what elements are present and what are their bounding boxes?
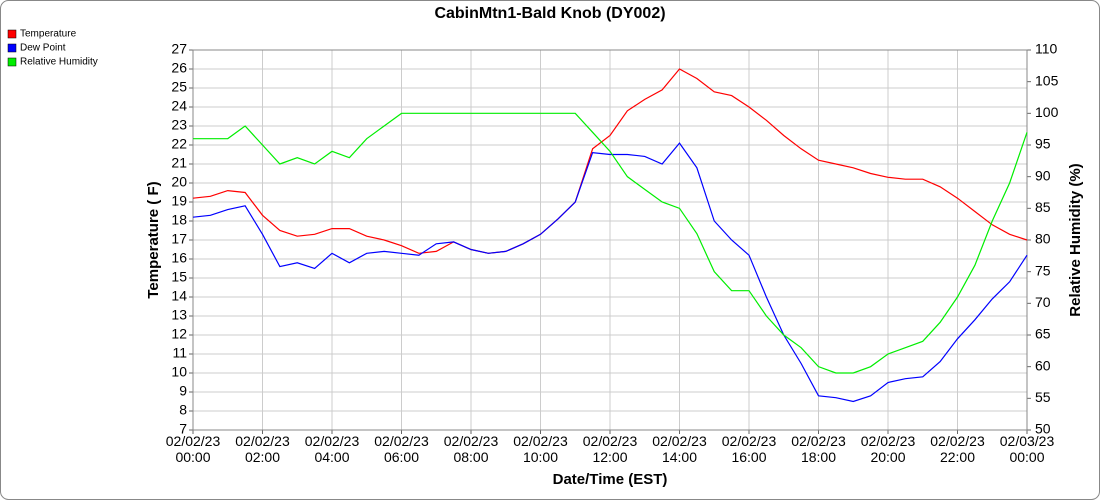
x-tick-label: 02/02/23 20:00 (860, 433, 916, 465)
chart-title: CabinMtn1-Bald Knob (DY002) (434, 5, 665, 22)
series-line (192, 68, 1028, 254)
legend-swatch (7, 57, 17, 67)
x-tick-label: 02/02/23 14:00 (652, 433, 707, 465)
x-tick-label: 02/03/23 00:00 (999, 433, 1055, 465)
y-axis-label: Temperature ( F) (145, 181, 162, 298)
y2-tick-label: 75 (1035, 262, 1051, 278)
y-tick-label: 18 (171, 212, 187, 228)
y-tick-label: 20 (171, 174, 187, 190)
x-tick-label: 02/02/23 04:00 (304, 433, 360, 465)
y2-tick-label: 80 (1035, 231, 1051, 247)
y2-tick-label: 60 (1035, 357, 1051, 373)
y-tick-label: 21 (171, 155, 187, 171)
y-tick-label: 23 (171, 117, 187, 133)
y2-tick-label: 95 (1035, 136, 1051, 152)
y2-tick-label: 55 (1035, 389, 1051, 405)
y2-axis-label: Relative Humidity (%) (1067, 163, 1084, 316)
y-tick-label: 12 (171, 326, 187, 342)
x-tick-label: 02/02/23 12:00 (582, 433, 638, 465)
legend-label: Dew Point (20, 43, 66, 54)
y2-tick-label: 110 (1035, 41, 1058, 57)
x-tick-label: 02/02/23 06:00 (374, 433, 429, 465)
series-line (192, 142, 1028, 403)
legend-swatch (7, 29, 17, 39)
y-tick-label: 8 (179, 402, 187, 418)
y-tick-label: 11 (172, 345, 187, 361)
y-tick-label: 15 (171, 269, 187, 285)
y2-tick-label: 105 (1035, 72, 1059, 88)
legend-swatch (7, 43, 17, 53)
y-tick-label: 10 (171, 364, 187, 380)
y2-tick-label: 90 (1035, 167, 1051, 183)
x-axis-label: Date/Time (EST) (553, 471, 668, 488)
x-tick-label: 02/02/23 18:00 (791, 433, 846, 465)
series-line (193, 112, 1028, 374)
y-tick-label: 14 (171, 288, 187, 304)
y-tick-label: 16 (171, 250, 187, 266)
y-tick-label: 7 (179, 421, 187, 437)
y-tick-label: 22 (171, 136, 187, 152)
y2-tick-label: 70 (1035, 294, 1051, 310)
y-tick-label: 26 (171, 60, 187, 76)
x-tick-label: 02/02/23 08:00 (443, 433, 499, 465)
x-tick-label: 02/02/23 02:00 (235, 433, 290, 465)
x-tick-label: 02/02/23 16:00 (721, 433, 777, 465)
y2-tick-label: 100 (1035, 104, 1059, 120)
x-tick-label: 02/02/23 00:00 (165, 433, 221, 465)
legend-label: Relative Humidity (20, 57, 98, 68)
y-tick-label: 13 (171, 307, 187, 323)
y-tick-label: 27 (171, 41, 187, 57)
y-tick-label: 9 (179, 383, 187, 399)
y2-tick-label: 85 (1035, 199, 1051, 215)
y-tick-label: 24 (171, 98, 187, 114)
legend-label: Temperature (20, 29, 77, 40)
y-tick-label: 17 (171, 231, 187, 247)
y-tick-label: 25 (171, 79, 187, 95)
y-tick-label: 19 (171, 193, 187, 209)
x-tick-label: 02/02/23 22:00 (930, 433, 985, 465)
y2-tick-label: 65 (1035, 326, 1051, 342)
x-tick-label: 02/02/23 10:00 (513, 433, 568, 465)
y2-tick-label: 50 (1035, 421, 1051, 437)
